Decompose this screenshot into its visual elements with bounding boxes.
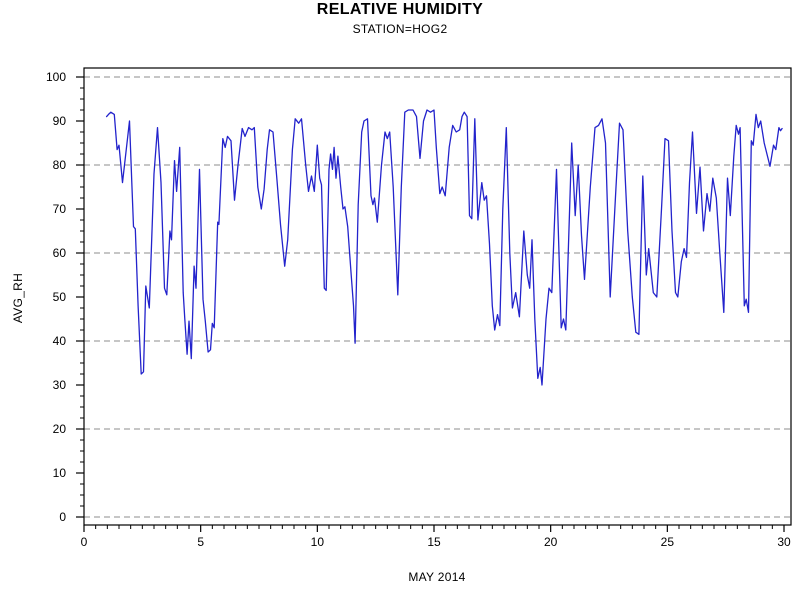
x-tick-label: 25	[661, 535, 675, 549]
y-tick-label: 60	[53, 246, 67, 260]
y-tick-label: 70	[53, 202, 67, 216]
y-tick-label: 40	[53, 334, 67, 348]
chart-subtitle: STATION=HOG2	[352, 22, 448, 36]
y-tick-label: 10	[53, 466, 67, 480]
x-tick-label: 5	[197, 535, 204, 549]
y-tick-label: 100	[46, 70, 66, 84]
y-tick-label: 80	[53, 158, 67, 172]
x-tick-label: 20	[544, 535, 558, 549]
humidity-series-line	[105, 109, 783, 386]
y-tick-label: 50	[53, 290, 67, 304]
y-tick-label: 20	[53, 422, 67, 436]
plot-frame	[83, 67, 792, 526]
x-tick-label: 15	[427, 535, 441, 549]
x-axis-title: MAY 2014	[408, 570, 466, 584]
y-tick-label: 30	[53, 378, 67, 392]
y-tick-label: 0	[59, 510, 66, 524]
x-tick-label: 0	[81, 535, 88, 549]
chart-title: RELATIVE HUMIDITY	[316, 1, 484, 18]
x-tick-label: 30	[777, 535, 791, 549]
x-tick-label: 10	[311, 535, 325, 549]
y-tick-label: 90	[53, 114, 67, 128]
